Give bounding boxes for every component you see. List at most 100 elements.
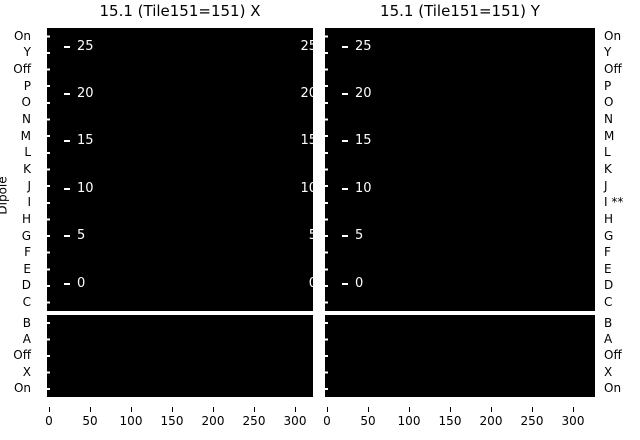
row-label: P — [604, 78, 612, 93]
inner-tick-value: 0 — [355, 276, 364, 291]
inner-tick-value: 20 — [355, 86, 372, 101]
x-axis-right: 0 50 100 150 200 250 300 — [323, 407, 595, 435]
x-tick-label: 100 — [397, 414, 421, 428]
clipped-tick-label: 20 — [300, 86, 313, 101]
row-label: O — [604, 95, 614, 110]
row-label: K — [23, 161, 31, 176]
panel-title-y: 15.1 (Tile151=151) Y — [380, 2, 540, 20]
left-axis-labels-bottom: B A Off X On — [0, 315, 31, 397]
x-tick-mark — [409, 407, 410, 412]
right-axis-labels-bottom: B A Off X On — [604, 315, 640, 397]
tick-mark-icon — [64, 234, 70, 237]
row-label: I — [27, 195, 31, 210]
left-axis-labels-top: On Y Off P O N M L K J I H G F E D C — [0, 28, 31, 311]
row-label: P — [23, 78, 31, 93]
x-tick-mark — [49, 407, 50, 412]
x-tick-label: 250 — [520, 414, 544, 428]
heatmap-panel-y: 25 20 15 10 5 0 — [325, 28, 595, 397]
inner-tick-label: 15 — [64, 134, 94, 148]
row-label: On — [13, 381, 31, 396]
x-tick-label: 0 — [323, 414, 331, 428]
x-axis-left: 0 50 100 150 200 250 300 — [45, 407, 313, 435]
x-tick-label: 200 — [479, 414, 503, 428]
row-label: Off — [604, 62, 622, 77]
inner-tick-label: 10 — [64, 182, 94, 196]
inner-row-ticks — [47, 315, 50, 397]
x-tick-mark — [573, 407, 574, 412]
inner-tick-label: 20 — [342, 87, 372, 101]
row-label: N — [22, 112, 31, 127]
row-label: H — [604, 211, 614, 226]
inner-tick-value: 25 — [355, 39, 372, 54]
row-label: Y — [23, 45, 31, 60]
x-tick-label: 100 — [119, 414, 143, 428]
tick-mark-icon — [64, 92, 70, 95]
row-label: E — [604, 261, 612, 276]
clipped-tick-label: 0 — [308, 276, 313, 291]
row-label: A — [22, 332, 31, 347]
row-label: H — [21, 211, 31, 226]
tick-mark-icon — [64, 187, 70, 190]
clipped-tick-label: 10 — [300, 181, 313, 196]
inner-tick-value: 25 — [77, 39, 94, 54]
right-axis-labels-top: On Y Off P O N M L K J I ** H G F E D C — [604, 28, 640, 311]
inner-tick-value: 0 — [77, 276, 86, 291]
inner-tick-label: 25 — [64, 40, 94, 54]
tick-mark-icon — [342, 92, 348, 95]
tick-mark-icon — [342, 234, 348, 237]
row-label: M — [20, 128, 31, 143]
row-label: E — [23, 261, 31, 276]
row-label: On — [604, 381, 622, 396]
inner-tick-label: 0 — [64, 277, 85, 291]
row-label-flagged: I ** — [604, 195, 624, 210]
inner-tick-label: 5 — [342, 229, 363, 243]
x-tick-mark — [213, 407, 214, 412]
x-tick-label: 300 — [283, 414, 307, 428]
x-tick-mark — [491, 407, 492, 412]
row-label: L — [604, 145, 611, 160]
row-label: Off — [13, 62, 31, 77]
inner-tick-value: 15 — [355, 133, 372, 148]
x-tick-label: 300 — [561, 414, 585, 428]
inner-tick-value: 15 — [77, 133, 94, 148]
row-label: G — [21, 228, 31, 243]
tick-mark-icon — [64, 282, 70, 285]
clipped-tick-label: 5 — [308, 228, 313, 243]
inner-tick-value: 5 — [77, 228, 86, 243]
row-label: F — [604, 245, 611, 260]
x-tick-label: 200 — [201, 414, 225, 428]
tick-mark-icon — [64, 139, 70, 142]
tick-mark-icon — [342, 282, 348, 285]
tick-mark-icon — [342, 187, 348, 190]
x-tick-mark — [254, 407, 255, 412]
inner-tick-value: 20 — [77, 86, 94, 101]
x-tick-mark — [90, 407, 91, 412]
x-tick-mark — [327, 407, 328, 412]
inner-tick-label: 10 — [342, 182, 372, 196]
inner-tick-label: 5 — [64, 229, 85, 243]
x-tick-mark — [532, 407, 533, 412]
row-label: G — [604, 228, 614, 243]
row-label: Off — [13, 348, 31, 363]
row-label: M — [604, 128, 615, 143]
clipped-tick-label: 25 — [300, 39, 313, 54]
x-tick-label: 50 — [82, 414, 98, 428]
row-label: On — [604, 28, 622, 43]
inner-row-ticks — [325, 315, 328, 397]
x-tick-mark — [295, 407, 296, 412]
row-label: D — [604, 278, 614, 293]
row-label: On — [13, 28, 31, 43]
x-tick-label: 250 — [242, 414, 266, 428]
row-label: D — [21, 278, 31, 293]
heatmap-panel-x: 25 20 15 10 5 0 25 20 15 10 5 0 — [47, 28, 313, 397]
inner-tick-label: 25 — [342, 40, 372, 54]
tick-mark-icon — [342, 45, 348, 48]
row-separator-line — [47, 311, 313, 315]
row-label: N — [604, 112, 613, 127]
row-label: J — [604, 178, 608, 193]
row-label: X — [22, 364, 31, 379]
inner-tick-label: 0 — [342, 277, 363, 291]
row-label: B — [604, 315, 613, 330]
x-tick-mark — [450, 407, 451, 412]
